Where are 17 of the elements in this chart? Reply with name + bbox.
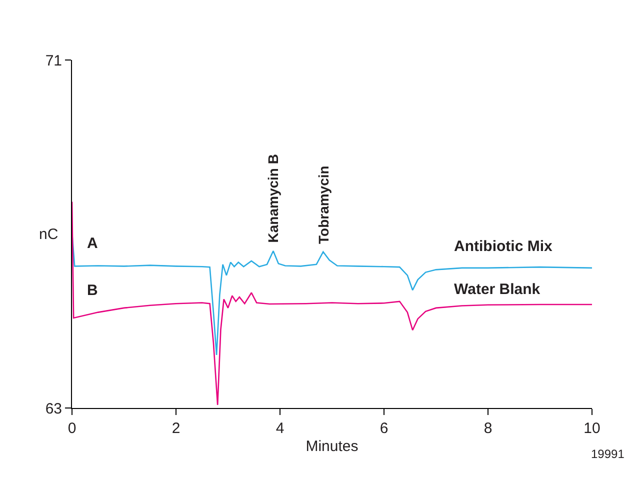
x-tick-label: 0 — [68, 420, 76, 437]
x-tick-label: 10 — [584, 420, 600, 437]
y-axis-title: nC — [39, 226, 58, 243]
y-tick-label: 71 — [45, 52, 62, 70]
annotation: Tobramycin — [315, 166, 332, 244]
x-tick-label: 6 — [380, 420, 388, 437]
series-label: Antibiotic Mix — [454, 238, 553, 255]
series-label: Water Blank — [454, 281, 541, 298]
x-axis-title: Minutes — [306, 438, 358, 455]
annotation: A — [87, 235, 98, 252]
annotation: B — [87, 282, 98, 299]
annotation: Kanamycin B — [264, 154, 281, 243]
text: 19991 — [591, 447, 625, 461]
x-tick-label: 8 — [484, 420, 492, 437]
x-tick-label: 4 — [276, 420, 284, 437]
y-tick-label: 63 — [45, 400, 62, 418]
x-tick-label: 2 — [172, 420, 180, 437]
